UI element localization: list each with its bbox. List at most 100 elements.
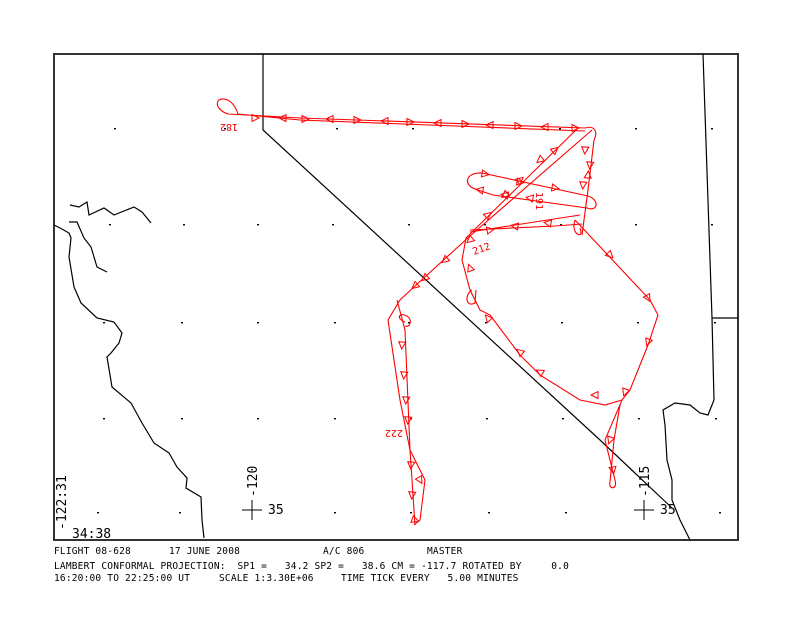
time-tick-arrow-icon [466,234,476,244]
time-tick-arrow-icon [581,146,590,156]
footer-line-3: 16:20:00 TO 22:25:00 UT SCALE 1:3.30E+06… [54,573,518,617]
track-top-leg [216,98,586,132]
footer-line-1: FLIGHT 08-628 17 JUNE 2008 A/C 806 MASTE… [54,546,462,601]
time-tick-arrow-icon [607,435,616,445]
time-tick-arrow-icon [549,146,559,156]
time-tick-arrow-icon [642,292,651,303]
track-east-leg [581,126,597,236]
track-southeast-leg [574,219,659,489]
time-tick-arrow-icon [441,254,451,264]
grid-dot [97,512,99,514]
footer-line-2: LAMBERT CONFORMAL PROJECTION: SP1 = 34.2… [54,561,569,583]
time-tick-arrow-icon [524,194,535,203]
time-tick-arrow-icon [251,113,261,123]
grid-dot [224,128,226,130]
track-diagonal-return [461,127,623,406]
time-tick-arrow-icon [622,387,631,397]
time-tick-arrow-icon [589,390,599,400]
grid-dot [336,128,338,130]
time-tick-arrow-icon [484,120,494,130]
corner-lon-label: -122:31 [55,475,70,530]
time-tick-arrow-icon [461,119,471,129]
mode-label: MASTER [427,546,463,557]
map-scale: SCALE 1:3.30E+06 [219,573,314,584]
time-tick-arrow-icon [404,416,413,426]
grid-lon-label-120: -120 [246,466,261,497]
time-tick-arrow-icon [550,183,561,192]
grid-dot [103,322,105,324]
grid-dot [332,224,334,226]
grid-dot [179,512,181,514]
aircraft-id: A/C 806 [323,546,365,557]
time-tick-arrow-icon [579,181,588,191]
track-time-label-212: 212 [471,241,492,258]
track-loop-leg [467,172,597,210]
coastline-west [53,224,205,539]
time-tick-arrow-icon [645,337,654,347]
grid-lon-label-115: -115 [638,466,653,497]
flight-id: FLIGHT 08-628 [54,546,131,557]
grid-dot [559,128,561,130]
time-tick-arrow-icon [516,348,526,358]
coastline-east [662,399,715,541]
bay-north-shore [69,201,152,224]
grid-lat-label-120: 35 [268,503,284,518]
grid-dot [561,322,563,324]
time-range: 16:20:00 TO 22:25:00 UT [54,573,191,584]
grid-dot [565,512,567,514]
grid-dot [109,224,111,226]
time-tick-arrow-icon [586,161,595,171]
grid-dot [257,224,259,226]
time-tick-arrow-icon [407,461,416,471]
time-tick-arrow-icon [514,121,524,131]
grid-dot [334,418,336,420]
time-tick-arrow-icon [398,341,407,351]
grid-dot [715,418,717,420]
grid-dot [711,224,713,226]
flight-date: 17 JUNE 2008 [169,546,241,557]
grid-dot [257,418,259,420]
time-tick-arrow-icon [421,272,431,282]
time-tick-arrow-icon [400,371,409,381]
state-border-east [702,53,715,401]
time-tick-arrow-icon [604,249,614,259]
grid-dot [719,512,721,514]
grid-dot [635,128,637,130]
time-tick-arrow-icon [474,186,485,195]
time-tick-arrow-icon [482,211,492,221]
map-frame [53,53,739,541]
time-tick-arrow-icon [406,117,416,127]
grid-dot [408,322,410,324]
time-tick-arrow-icon [411,280,421,290]
track-south-return [396,299,426,526]
grid-dot [334,322,336,324]
grid-dot [488,512,490,514]
time-tick-arrow-icon [402,396,411,406]
corner-lat-label: 34:38 [72,527,111,542]
grid-dot [181,322,183,324]
grid-dot [412,128,414,130]
time-tick-arrow-icon [484,314,494,324]
grid-dot [560,224,562,226]
time-tick-arrow-icon [583,169,592,179]
grid-lat-label-115: 35 [660,503,676,518]
time-tick-arrow-icon [535,369,546,378]
grid-dot [486,418,488,420]
state-border-west [262,54,673,509]
time-tick-arrow-icon [515,177,526,186]
time-tick-arrow-icon [608,465,617,476]
time-tick-arrow-icon [324,114,334,124]
time-tick-arrow-icon [539,122,549,132]
time-tick-arrow-icon [301,114,311,124]
time-tick-arrow-icon [485,226,496,235]
track-time-label-191: 191 [533,192,544,210]
time-tick-arrow-icon [353,115,363,125]
grid-dot [485,322,487,324]
time-tick-arrow-icon [480,169,491,178]
grid-dot [711,128,713,130]
track-cross-legs [469,214,583,236]
time-tick-arrow-icon [410,514,420,523]
time-tick-arrow-icon [542,219,553,228]
grid-dot [334,512,336,514]
